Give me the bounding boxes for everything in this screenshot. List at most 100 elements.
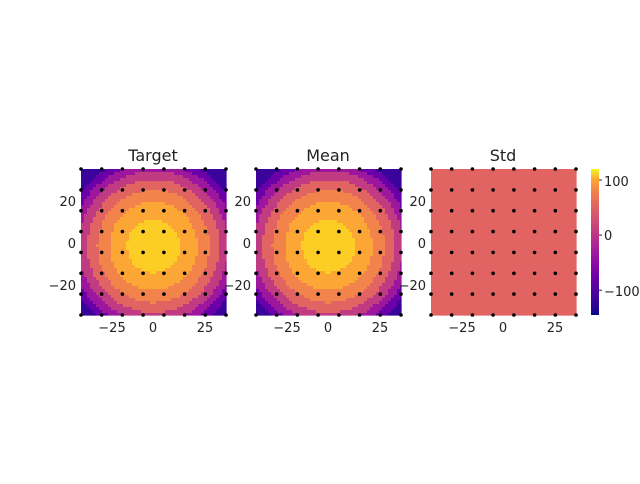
- heatmap-cell: [352, 241, 356, 245]
- heatmap-cell: [385, 184, 389, 188]
- heatmap-cell: [295, 238, 299, 242]
- heatmap-cell: [277, 193, 281, 197]
- heatmap-cell: [322, 256, 326, 260]
- heatmap-cell: [222, 208, 226, 212]
- heatmap-cell: [280, 304, 284, 308]
- heatmap-cell: [376, 265, 380, 269]
- heatmap-cell: [286, 238, 290, 242]
- heatmap-cell: [361, 250, 365, 254]
- heatmap-cell: [301, 274, 305, 278]
- heatmap-cell: [135, 307, 139, 311]
- sample-point: [399, 208, 403, 213]
- heatmap-cell: [334, 280, 338, 284]
- heatmap-cell: [563, 169, 567, 173]
- heatmap-cell: [373, 256, 377, 260]
- heatmap-cell: [334, 190, 338, 194]
- heatmap-cell: [222, 181, 226, 185]
- heatmap-cell: [316, 247, 320, 251]
- heatmap-cell: [186, 226, 190, 230]
- heatmap-cell: [322, 190, 326, 194]
- heatmap-cell: [379, 295, 383, 299]
- heatmap-cell: [280, 214, 284, 218]
- heatmap-cell: [186, 241, 190, 245]
- heatmap-cell: [108, 190, 112, 194]
- heatmap-cell: [310, 229, 314, 233]
- heatmap-cell: [213, 238, 217, 242]
- heatmap-cell: [99, 304, 103, 308]
- sample-point: [79, 208, 83, 213]
- heatmap-cell: [87, 196, 91, 200]
- heatmap-cell: [171, 169, 175, 173]
- heatmap-cell: [400, 235, 402, 239]
- heatmap-cell: [388, 298, 392, 302]
- heatmap-cell: [358, 298, 362, 302]
- heatmap-cell: [391, 211, 395, 215]
- heatmap-cell: [93, 271, 97, 275]
- heatmap-cell: [304, 247, 308, 251]
- heatmap-cell: [105, 187, 109, 191]
- heatmap-cell: [256, 217, 260, 221]
- heatmap-cell: [352, 310, 356, 314]
- heatmap-cell: [120, 244, 124, 248]
- heatmap-cell: [150, 295, 154, 299]
- heatmap-cell: [147, 226, 151, 230]
- heatmap-cell: [373, 208, 377, 212]
- heatmap-cell: [177, 208, 181, 212]
- heatmap-cell: [268, 310, 272, 314]
- heatmap-cell: [129, 271, 133, 275]
- heatmap-cell: [400, 274, 402, 278]
- heatmap-cell: [135, 193, 139, 197]
- heatmap-cell: [379, 256, 383, 260]
- heatmap-cell: [87, 172, 91, 176]
- heatmap-cell: [358, 220, 362, 224]
- heatmap-cell: [117, 277, 121, 281]
- heatmap-cell: [204, 178, 208, 182]
- heatmap-cell: [87, 277, 91, 281]
- heatmap-cell: [280, 280, 284, 284]
- heatmap-cell: [283, 202, 287, 206]
- heatmap-cell: [385, 274, 389, 278]
- heatmap-cell: [201, 187, 205, 191]
- heatmap-cell: [364, 262, 368, 266]
- heatmap-cell: [159, 295, 163, 299]
- heatmap-cell: [343, 169, 347, 173]
- heatmap-cell: [259, 259, 263, 263]
- heatmap-cell: [219, 289, 223, 293]
- sample-point: [182, 313, 187, 317]
- heatmap-cell: [174, 250, 178, 254]
- heatmap-cell: [394, 283, 398, 287]
- heatmap-cell: [120, 247, 124, 251]
- heatmap-cell: [87, 175, 91, 179]
- heatmap-cell: [198, 193, 202, 197]
- heatmap-cell: [340, 208, 344, 212]
- heatmap-cell: [168, 205, 172, 209]
- heatmap-cell: [304, 304, 308, 308]
- heatmap-cell: [126, 271, 130, 275]
- heatmap-cell: [102, 238, 106, 242]
- heatmap-cell: [283, 187, 287, 191]
- heatmap-cell: [382, 193, 386, 197]
- heatmap-cell: [147, 184, 151, 188]
- heatmap-cell: [186, 187, 190, 191]
- heatmap-cell: [198, 250, 202, 254]
- heatmap-cell: [334, 187, 338, 191]
- heatmap-cell: [204, 223, 208, 227]
- heatmap-cell: [204, 199, 208, 203]
- heatmap-cell: [111, 289, 115, 293]
- heatmap-cell: [147, 178, 151, 182]
- heatmap-cell: [292, 184, 296, 188]
- heatmap-cell: [222, 298, 226, 302]
- heatmap-cell: [159, 193, 163, 197]
- heatmap-cell: [286, 256, 290, 260]
- heatmap-cell: [289, 181, 293, 185]
- heatmap-cell: [177, 190, 181, 194]
- heatmap-cell: [132, 193, 136, 197]
- heatmap-cell: [346, 202, 350, 206]
- heatmap-cell: [346, 289, 350, 293]
- heatmap-cell: [391, 199, 395, 203]
- heatmap-cell: [225, 286, 227, 290]
- heatmap-cell: [207, 184, 211, 188]
- heatmap-cell: [397, 196, 401, 200]
- heatmap-cell: [81, 289, 85, 293]
- heatmap-cell: [385, 241, 389, 245]
